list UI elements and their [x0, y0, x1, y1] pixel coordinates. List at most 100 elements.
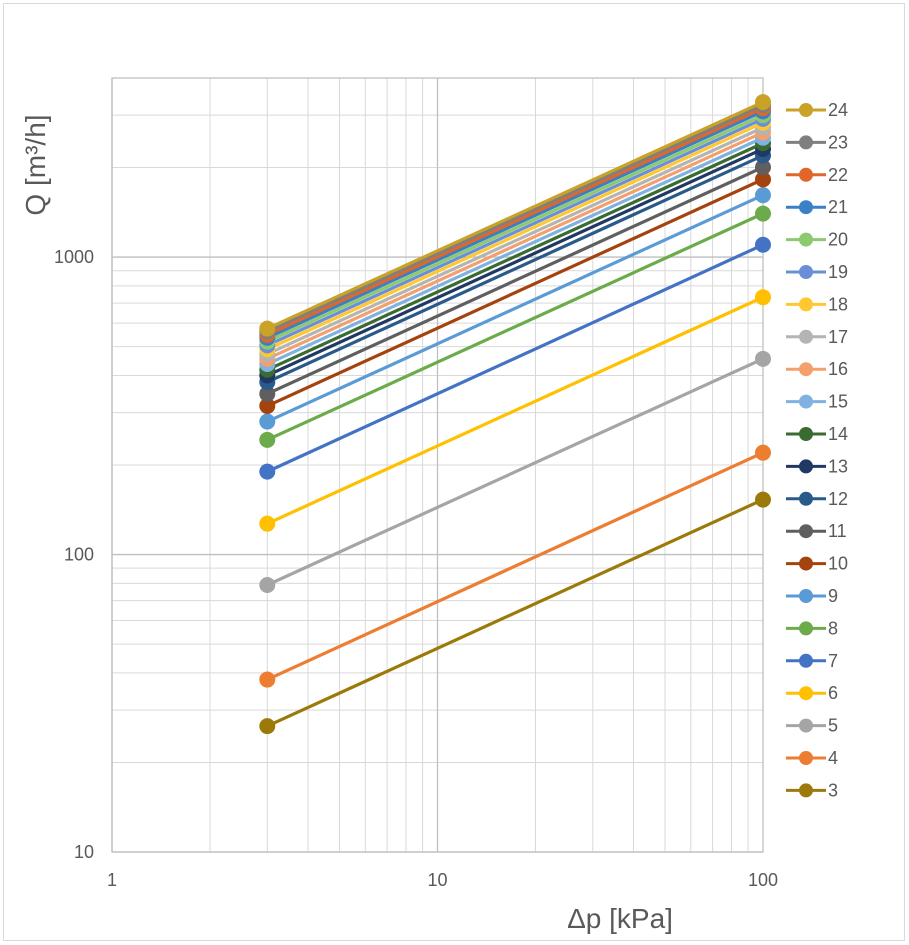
data-point: [755, 491, 771, 508]
legend-item-16: 16: [786, 359, 848, 379]
legend-item-20: 20: [786, 230, 848, 250]
legend-marker: [799, 556, 813, 571]
series-12: [259, 147, 771, 391]
legend-label: 9: [828, 586, 838, 606]
data-point: [259, 515, 276, 532]
legend-item-10: 10: [786, 554, 848, 574]
series-line: [266, 212, 764, 442]
series-line: [266, 147, 764, 377]
x-tick-label: 1: [107, 870, 117, 890]
legend-marker: [799, 232, 813, 247]
y-tick-label: 100: [64, 545, 94, 565]
legend-item-3: 3: [786, 780, 838, 800]
series-line: [266, 121, 764, 351]
series-9: [259, 187, 771, 430]
legend-item-18: 18: [786, 294, 848, 314]
legend-label: 19: [828, 262, 848, 282]
legend-item-24: 24: [786, 100, 848, 120]
series-line: [266, 109, 764, 340]
series-line: [266, 136, 764, 366]
data-point: [755, 187, 771, 204]
data-point: [755, 444, 771, 461]
legend-marker: [799, 751, 813, 765]
series-line: [266, 103, 764, 333]
legend: 24 23 22 21 20 19 18 17 16 15 14 13 12 11 10 9 8 7 6 5 4 3: [786, 100, 848, 800]
series-line: [266, 126, 764, 356]
plot-area-border: [111, 77, 764, 853]
legend-label: 12: [828, 489, 848, 509]
series-3: [259, 491, 771, 735]
series-line: [266, 243, 764, 474]
legend-label: 17: [828, 327, 848, 347]
data-point: [259, 718, 276, 735]
legend-marker: [799, 718, 813, 733]
series-5: [259, 350, 771, 593]
series-line: [266, 177, 764, 408]
legend-label: 8: [828, 618, 838, 638]
legend-marker: [799, 686, 813, 701]
legend-marker: [799, 200, 813, 215]
legend-marker: [799, 329, 813, 344]
legend-marker: [799, 394, 813, 409]
plot-border: [111, 77, 764, 853]
legend-item-14: 14: [786, 424, 848, 444]
series-line: [266, 498, 764, 728]
legend-marker: [799, 653, 813, 668]
legend-item-4: 4: [786, 748, 838, 768]
series-4: [259, 444, 771, 688]
data-point: [259, 431, 276, 448]
legend-item-6: 6: [786, 683, 838, 703]
legend-label: 15: [828, 392, 848, 412]
legend-marker: [799, 265, 813, 279]
data-point: [755, 94, 771, 111]
series-line: [266, 117, 764, 347]
x-tick-labels: 1 10 100: [107, 870, 778, 890]
legend-item-9: 9: [786, 586, 838, 606]
legend-item-12: 12: [786, 489, 848, 509]
data-point: [755, 205, 771, 222]
y-tick-label: 10: [74, 842, 94, 862]
legend-label: 14: [828, 424, 848, 444]
x-tick-label: 100: [748, 870, 778, 890]
legend-item-19: 19: [786, 262, 848, 282]
series-11: [259, 159, 771, 402]
series-line: [266, 113, 764, 344]
legend-marker: [799, 621, 813, 636]
legend-marker: [799, 297, 813, 312]
legend-marker: [799, 362, 813, 377]
legend-marker: [799, 589, 813, 603]
legend-label: 16: [828, 359, 848, 379]
series-line: [266, 451, 764, 681]
series-line: [266, 295, 764, 526]
legend-label: 6: [828, 683, 838, 703]
series-line: [266, 357, 764, 587]
legend-item-7: 7: [786, 651, 838, 671]
legend-marker: [799, 103, 813, 117]
legend-item-21: 21: [786, 197, 848, 217]
legend-label: 11: [828, 521, 847, 541]
legend-item-13: 13: [786, 456, 848, 476]
data-point: [755, 289, 771, 306]
legend-marker: [799, 524, 813, 539]
legend-label: 7: [828, 651, 838, 671]
legend-label: 23: [828, 132, 848, 152]
series-8: [259, 205, 771, 448]
y-axis-title: Q [m³/h]: [20, 114, 51, 215]
legend-item-8: 8: [786, 618, 838, 638]
series-line: [266, 106, 764, 337]
series-line: [266, 141, 764, 372]
legend-item-11: 11: [786, 521, 847, 541]
series-10: [259, 171, 771, 414]
legend-marker: [799, 135, 813, 150]
series-group: [259, 94, 771, 735]
legend-label: 13: [828, 456, 848, 476]
y-tick-labels: 10 100 1000: [54, 247, 94, 862]
data-point: [259, 413, 276, 430]
series-line: [266, 130, 764, 361]
x-axis-title: Δp [kPa]: [567, 903, 673, 934]
series-15: [259, 129, 771, 373]
data-point: [259, 463, 276, 480]
legend-label: 21: [828, 197, 848, 217]
legend-label: 18: [828, 294, 848, 314]
data-point: [259, 320, 276, 337]
